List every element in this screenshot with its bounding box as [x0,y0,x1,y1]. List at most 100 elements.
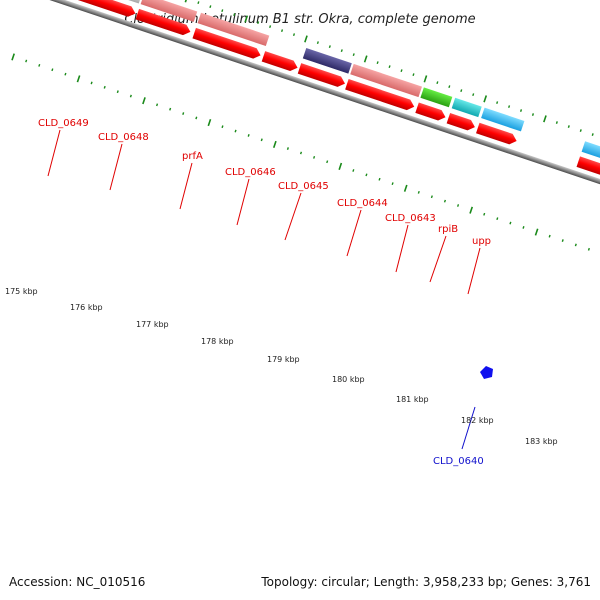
cds-arrow[interactable] [345,79,416,112]
minor-tick [247,134,250,137]
cds-arrow[interactable] [446,112,477,132]
minor-tick [209,5,212,9]
feature-track [81,0,600,163]
gene-label-cld0648[interactable]: CLD_0648 [98,132,149,143]
outer-tick-ring [184,0,594,136]
minor-tick [233,13,236,17]
minor-tick [155,103,159,107]
minor-tick [352,53,355,57]
minor-tick [555,121,558,124]
leader-line [284,192,302,241]
minor-tick [197,1,200,5]
minor-tick [400,69,403,73]
kbp-label: 180 kbp [332,375,365,384]
minor-tick [195,116,198,120]
major-tick [363,55,368,63]
label-leaders [47,129,481,295]
cds-arrow[interactable] [476,122,518,146]
minor-tick [182,112,185,115]
minor-tick [51,68,54,72]
gene-segment-pink-cld0648[interactable] [140,0,198,22]
major-tick [469,206,474,214]
minor-tick [378,177,381,181]
cds-arrow-track [73,0,600,177]
gene-label-cld0640[interactable]: CLD_0640 [433,456,484,467]
minor-tick [561,239,564,242]
minor-tick [548,234,551,238]
gene-label-upp[interactable]: upp [472,236,491,247]
major-tick [76,75,81,83]
track-band [11,0,600,251]
minor-tick [579,129,582,132]
minor-tick [116,90,119,94]
blue-marker[interactable] [480,366,493,379]
minor-tick [257,21,260,25]
kbp-scale: 175 kbp 176 kbp 177 kbp 178 kbp 179 kbp … [5,287,558,446]
cds-arrow[interactable] [192,27,262,61]
gene-segment-pink-prfa[interactable] [197,12,270,47]
gene-segment-cyan-upp[interactable] [481,107,525,132]
major-tick [423,75,428,83]
gene-labels: CLD_0649 CLD_0648 prfA CLD_0646 CLD_0645… [38,118,491,467]
major-tick [11,53,15,61]
gene-segment-teal[interactable] [451,97,482,118]
cds-arrow[interactable] [415,102,447,122]
gene-label-cld0649[interactable]: CLD_0649 [38,118,89,129]
minor-tick [299,151,303,155]
major-tick [543,115,547,123]
major-tick [304,35,308,43]
inner-tick-ring [11,53,590,251]
minor-tick [587,247,590,251]
kbp-label: 183 kbp [525,437,558,446]
cds-arrow[interactable] [297,63,347,89]
leader-line [179,162,193,210]
minor-tick [567,125,570,128]
major-tick [483,95,488,103]
kbp-label: 175 kbp [5,287,38,296]
kbp-label: 179 kbp [267,355,300,364]
minor-tick [269,25,272,29]
kbp-label: 181 kbp [396,395,429,404]
minor-tick [90,81,93,85]
minor-tick [519,109,523,113]
gene-segment-navy[interactable] [302,47,352,74]
gene-label-cld0643[interactable]: CLD_0643 [385,213,436,224]
accession-text: Accession: NC_010516 [9,575,145,589]
gene-label-cld0646[interactable]: CLD_0646 [225,167,276,178]
minor-tick [443,199,447,203]
gene-label-cld0644[interactable]: CLD_0644 [337,198,388,209]
minor-tick [574,243,577,247]
major-tick [338,162,343,170]
cds-arrow[interactable] [261,51,300,73]
major-tick [142,97,146,105]
gene-label-rpib[interactable]: rpiB [438,224,458,235]
gene-segment-green[interactable] [420,87,453,108]
minor-tick [460,89,463,93]
minor-tick [340,49,343,53]
minor-tick [292,33,296,37]
leader-line [467,247,481,295]
gene-segment-cyan-right[interactable] [581,141,600,163]
minor-tick [496,101,499,105]
gene-label-cld0645[interactable]: CLD_0645 [278,181,329,192]
minor-tick [509,221,512,225]
major-tick [244,15,249,23]
genome-backbone [23,0,600,220]
gene-label-prfa[interactable]: prfA [182,151,203,162]
gene-segment-pink-cld0644[interactable] [350,63,422,98]
minor-tick [286,147,289,150]
major-tick [184,0,189,3]
minor-tick [531,113,535,116]
cds-arrow[interactable] [73,0,137,19]
topology-text: Topology: circular; Length: 3,958,233 bp… [260,575,591,589]
major-tick [272,140,277,149]
cds-arrow[interactable] [135,8,193,37]
cds-arrow[interactable] [576,156,600,177]
minor-tick [260,138,263,142]
leader-line [236,178,250,226]
minor-tick [352,169,355,172]
minor-tick [221,125,224,129]
minor-tick [376,61,379,65]
minor-tick [103,85,106,89]
